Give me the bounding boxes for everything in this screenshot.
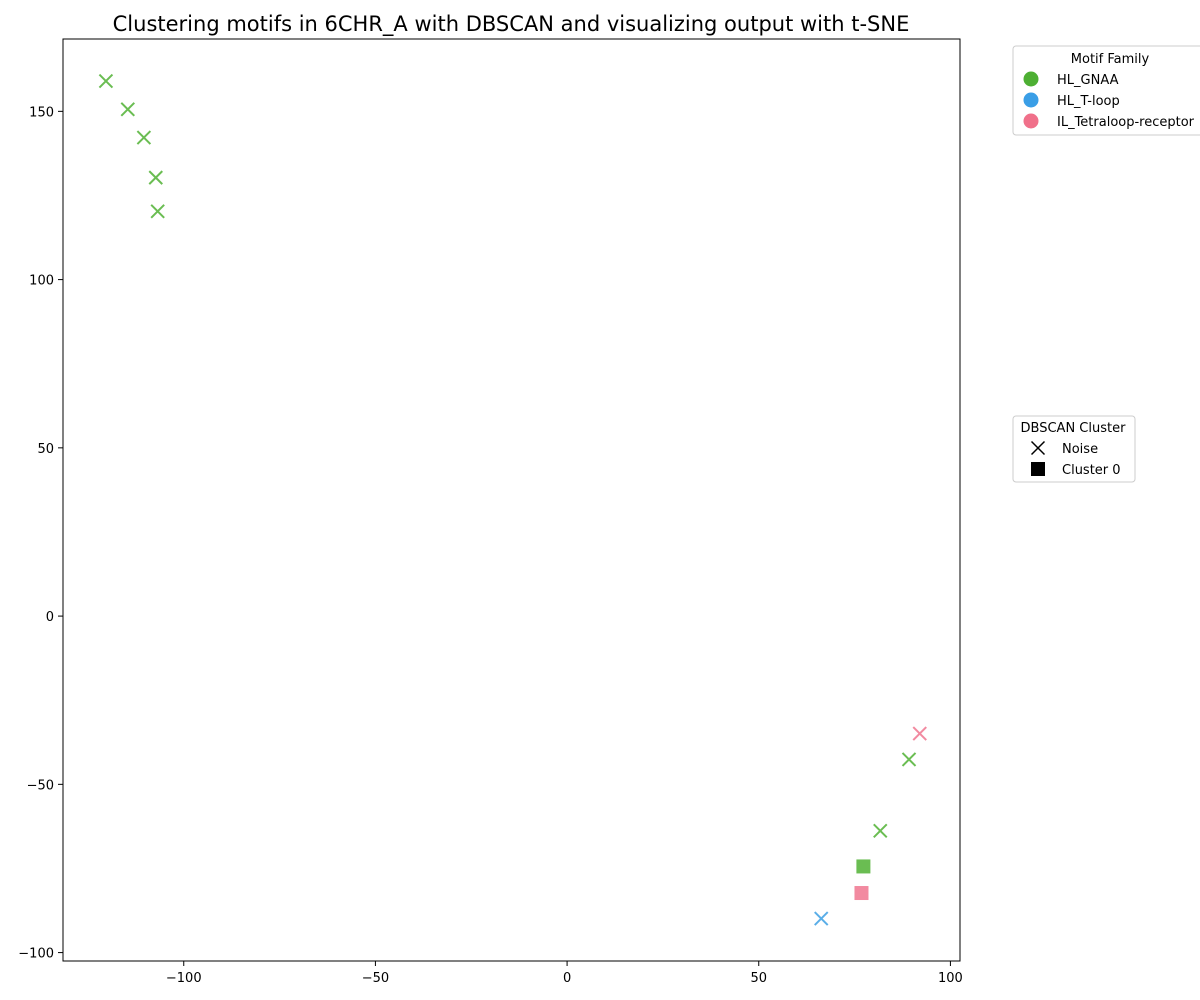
legend-family-label-2: IL_Tetraloop-receptor [1057, 115, 1195, 130]
data-point-noise-3 [148, 170, 163, 185]
y-tick-label-4: 100 [29, 274, 54, 289]
legend-motif-family-title: Motif Family [1071, 52, 1150, 67]
plot-area [98, 73, 927, 926]
x-tick-label-4: 100 [938, 971, 963, 986]
x-tick-label-1: −50 [362, 971, 389, 986]
legend-family-marker-1 [1023, 92, 1039, 108]
y-tick-label-3: 50 [37, 442, 54, 457]
plot-frame [62, 38, 961, 962]
y-tick-label-5: 150 [29, 105, 54, 120]
legend-family-marker-0 [1023, 71, 1039, 87]
y-tick-label-2: 0 [46, 610, 54, 625]
legend-family-label-0: HL_GNAA [1057, 73, 1119, 88]
data-point-noise-0 [98, 73, 114, 89]
x-tick-label-0: −100 [166, 971, 202, 986]
data-point-noise-10 [814, 911, 829, 926]
y-tick-label-1: −50 [27, 778, 54, 793]
data-point-noise-2 [136, 130, 152, 145]
legend-dbscan-cluster-title: DBSCAN Cluster [1021, 421, 1127, 436]
data-point-noise-1 [120, 102, 135, 117]
data-point-noise-4 [150, 204, 165, 219]
y-tick-label-0: −100 [18, 947, 54, 962]
data-point-cluster0-9 [854, 886, 869, 901]
legend-cluster-label-0: Noise [1062, 442, 1098, 457]
legend-cluster-marker-1 [1031, 462, 1045, 476]
legend-motif-family: Motif Family HL_GNAA HL_T-loop IL_Tetraloop… [1012, 45, 1200, 136]
data-point-noise-6 [901, 752, 917, 767]
legend-motif-family-box [1012, 45, 1200, 136]
axes: −100 −50 0 50 100 −100 −50 0 50 100 150 [18, 38, 963, 986]
legend-cluster-marker-0 [1030, 440, 1046, 456]
legend-family-label-1: HL_T-loop [1057, 94, 1120, 109]
legend-cluster-label-1: Cluster 0 [1062, 463, 1121, 478]
data-point-cluster0-8 [856, 859, 871, 874]
data-point-noise-5 [912, 726, 927, 741]
x-tick-label-3: 50 [750, 971, 767, 986]
data-point-noise-7 [873, 823, 888, 838]
chart-title: Clustering motifs in 6CHR_A with DBSCAN … [113, 12, 910, 37]
x-tick-label-2: 0 [563, 971, 571, 986]
legend-dbscan-cluster: DBSCAN Cluster Noise Cluster 0 [1012, 415, 1136, 483]
legends: Motif Family HL_GNAA HL_T-loop IL_Tetraloop… [1012, 45, 1200, 483]
legend-family-marker-2 [1023, 113, 1039, 129]
